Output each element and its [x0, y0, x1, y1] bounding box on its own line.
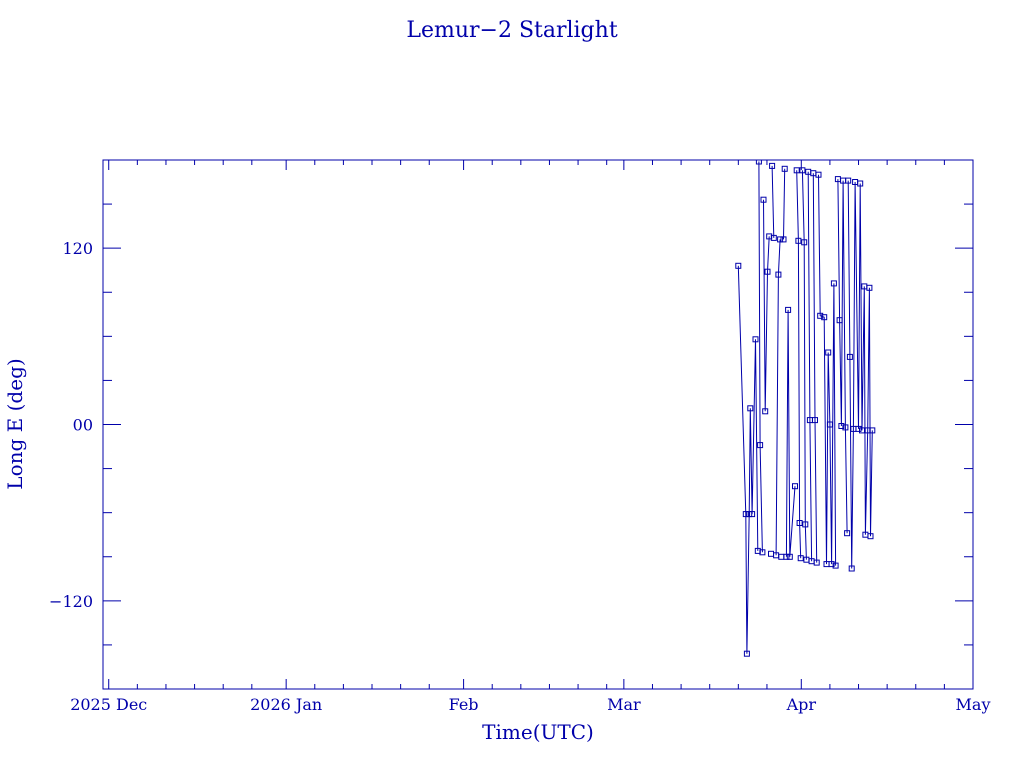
data-point	[783, 553, 790, 560]
data-point	[848, 565, 855, 572]
data-point	[762, 408, 769, 415]
data-point	[802, 521, 809, 528]
data-point	[830, 280, 837, 287]
chart-title: Lemur−2 Starlight	[406, 18, 617, 43]
data-point	[855, 425, 862, 432]
series-line	[807, 171, 813, 562]
data-point	[844, 530, 851, 537]
series-line	[818, 174, 837, 566]
y-tick-label: 00	[73, 416, 93, 435]
x-tick-labels: 2025 Dec 2026 Jan Feb Mar Apr May	[70, 695, 990, 714]
series-line	[801, 170, 807, 560]
x-tick-label: Feb	[449, 695, 479, 714]
y-tick-label: 120	[62, 239, 93, 258]
data-point	[821, 314, 828, 321]
x-tick-label: May	[956, 695, 991, 714]
data-point	[817, 312, 824, 319]
data-point	[815, 171, 822, 178]
data-point	[845, 177, 852, 184]
data-point	[842, 424, 849, 431]
data-point	[812, 417, 818, 424]
data-point	[760, 196, 767, 203]
x-tick-label: 2025 Dec	[70, 695, 147, 714]
series-line	[812, 173, 818, 563]
series-line	[775, 239, 781, 556]
data-point	[759, 549, 766, 556]
data-point	[775, 271, 782, 278]
y-tick-labels: 120 00 −120	[49, 239, 93, 611]
data-point	[735, 262, 742, 269]
data-point	[836, 317, 843, 324]
data-point	[747, 405, 754, 412]
data-point	[749, 511, 756, 518]
data-point	[778, 553, 785, 560]
data-point	[796, 520, 803, 526]
series-line	[771, 165, 775, 238]
data-point	[801, 239, 808, 246]
y-tick-label: −120	[49, 592, 93, 611]
data-point	[785, 306, 792, 313]
data-point	[755, 160, 762, 165]
x-tick-label: 2026 Jan	[250, 695, 322, 714]
series-line	[796, 170, 802, 559]
series-line	[737, 265, 759, 654]
data-point	[825, 349, 832, 356]
y-ticks	[103, 203, 973, 646]
data-point	[777, 236, 784, 243]
data-point	[846, 353, 853, 360]
x-tick-label: Mar	[607, 695, 641, 714]
data-point	[743, 650, 750, 657]
series-line	[763, 199, 770, 412]
data-point	[795, 237, 802, 244]
data-point	[781, 165, 788, 172]
series-line	[837, 179, 848, 534]
data-point	[792, 483, 798, 490]
data-point	[770, 234, 777, 241]
data-point	[769, 162, 776, 169]
data-point	[838, 423, 845, 429]
x-ticks	[108, 160, 974, 689]
data-point	[793, 167, 800, 174]
data-point	[768, 550, 774, 557]
data-point	[797, 555, 804, 562]
data-point	[859, 427, 865, 434]
data-point	[866, 284, 873, 291]
series-line	[758, 161, 763, 553]
data-point	[869, 427, 876, 434]
data-series	[735, 160, 876, 657]
data-point	[826, 421, 833, 428]
x-tick-label: Apr	[786, 695, 817, 714]
data-point	[828, 561, 835, 568]
data-point	[857, 180, 864, 187]
data-point	[780, 236, 787, 243]
data-point	[786, 553, 793, 560]
data-point	[752, 336, 759, 343]
data-point	[832, 562, 839, 569]
y-axis-label: Long E (deg)	[3, 358, 27, 489]
data-point	[764, 268, 771, 275]
data-point	[799, 167, 806, 174]
data-point	[742, 511, 749, 518]
series-line	[847, 180, 873, 569]
data-point	[867, 533, 874, 540]
series-line	[785, 309, 796, 557]
data-point	[813, 559, 820, 566]
x-axis-label: Time(UTC)	[482, 720, 594, 744]
series-line	[783, 168, 786, 240]
data-point	[757, 442, 764, 449]
